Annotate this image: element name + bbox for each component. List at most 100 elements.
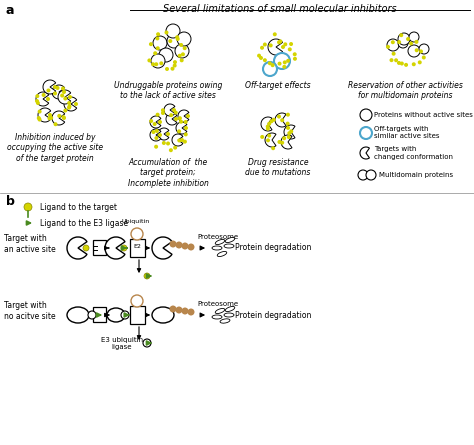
- Circle shape: [62, 115, 65, 119]
- Circle shape: [172, 108, 176, 112]
- Circle shape: [287, 135, 291, 139]
- Circle shape: [408, 45, 420, 57]
- Circle shape: [283, 61, 287, 65]
- Circle shape: [415, 48, 419, 52]
- Circle shape: [271, 146, 275, 150]
- Circle shape: [422, 56, 426, 60]
- Circle shape: [263, 58, 267, 62]
- Wedge shape: [67, 237, 87, 259]
- Ellipse shape: [224, 244, 234, 248]
- Wedge shape: [52, 85, 65, 99]
- FancyBboxPatch shape: [130, 239, 145, 257]
- Text: Off-target effects: Off-target effects: [245, 81, 311, 90]
- Circle shape: [392, 52, 396, 56]
- Circle shape: [283, 42, 287, 46]
- Circle shape: [36, 101, 40, 105]
- Circle shape: [24, 203, 32, 211]
- Ellipse shape: [225, 307, 235, 311]
- Circle shape: [143, 339, 151, 347]
- Ellipse shape: [212, 246, 222, 250]
- Circle shape: [182, 46, 187, 50]
- Circle shape: [397, 40, 401, 44]
- Circle shape: [174, 117, 178, 121]
- Circle shape: [274, 53, 290, 69]
- Circle shape: [177, 129, 181, 134]
- Circle shape: [174, 111, 178, 115]
- Circle shape: [180, 58, 184, 62]
- Circle shape: [159, 48, 173, 62]
- Circle shape: [164, 31, 168, 35]
- Circle shape: [154, 62, 158, 66]
- Circle shape: [83, 245, 89, 251]
- Text: Proteosome: Proteosome: [197, 301, 238, 307]
- Circle shape: [183, 140, 187, 144]
- Circle shape: [280, 118, 284, 122]
- Circle shape: [67, 106, 71, 110]
- Circle shape: [53, 91, 57, 95]
- Circle shape: [36, 94, 39, 98]
- Wedge shape: [275, 113, 286, 127]
- Circle shape: [287, 131, 292, 135]
- Circle shape: [176, 37, 180, 41]
- Wedge shape: [43, 80, 56, 94]
- Circle shape: [159, 61, 163, 65]
- Wedge shape: [265, 133, 276, 147]
- Text: Drug resistance
due to mutations: Drug resistance due to mutations: [246, 158, 310, 178]
- Circle shape: [62, 116, 66, 120]
- Circle shape: [286, 121, 290, 125]
- Text: E3 ubiquitin
ligase: E3 ubiquitin ligase: [101, 337, 143, 350]
- Ellipse shape: [217, 251, 227, 256]
- Circle shape: [88, 311, 96, 319]
- Circle shape: [358, 170, 368, 180]
- Circle shape: [57, 114, 61, 118]
- Circle shape: [188, 243, 194, 251]
- Circle shape: [64, 109, 67, 113]
- Wedge shape: [172, 134, 183, 146]
- Wedge shape: [164, 104, 175, 116]
- Wedge shape: [36, 92, 49, 106]
- Circle shape: [272, 118, 276, 122]
- Circle shape: [175, 44, 189, 58]
- Circle shape: [166, 24, 180, 38]
- Wedge shape: [281, 135, 292, 149]
- Wedge shape: [261, 117, 272, 131]
- Circle shape: [398, 33, 410, 45]
- Ellipse shape: [220, 319, 230, 323]
- Wedge shape: [178, 110, 189, 122]
- Circle shape: [282, 136, 286, 140]
- Circle shape: [273, 32, 277, 36]
- Circle shape: [60, 93, 64, 97]
- Circle shape: [169, 148, 173, 152]
- Circle shape: [173, 146, 177, 150]
- Circle shape: [62, 90, 66, 94]
- Circle shape: [61, 86, 65, 90]
- Circle shape: [166, 142, 170, 146]
- Circle shape: [155, 113, 160, 117]
- Circle shape: [409, 41, 413, 45]
- Circle shape: [400, 61, 404, 65]
- Text: Undruggable proteins owing
to the lack of active sites: Undruggable proteins owing to the lack o…: [114, 81, 222, 101]
- Circle shape: [35, 99, 39, 103]
- Circle shape: [158, 133, 162, 137]
- Circle shape: [188, 308, 194, 316]
- Circle shape: [277, 40, 281, 44]
- FancyBboxPatch shape: [93, 240, 106, 255]
- Circle shape: [419, 49, 423, 53]
- Circle shape: [131, 295, 143, 307]
- Circle shape: [151, 130, 155, 134]
- Circle shape: [278, 61, 282, 65]
- Circle shape: [68, 95, 72, 99]
- Wedge shape: [58, 90, 71, 104]
- Wedge shape: [176, 122, 187, 134]
- Circle shape: [55, 86, 60, 90]
- Circle shape: [162, 141, 166, 145]
- Circle shape: [173, 64, 177, 68]
- Text: Proteins without active sites: Proteins without active sites: [374, 112, 473, 118]
- Circle shape: [177, 138, 182, 142]
- Circle shape: [64, 97, 67, 101]
- Circle shape: [260, 46, 264, 50]
- Circle shape: [182, 243, 189, 250]
- Circle shape: [179, 120, 183, 124]
- Ellipse shape: [215, 239, 225, 245]
- Circle shape: [293, 57, 297, 61]
